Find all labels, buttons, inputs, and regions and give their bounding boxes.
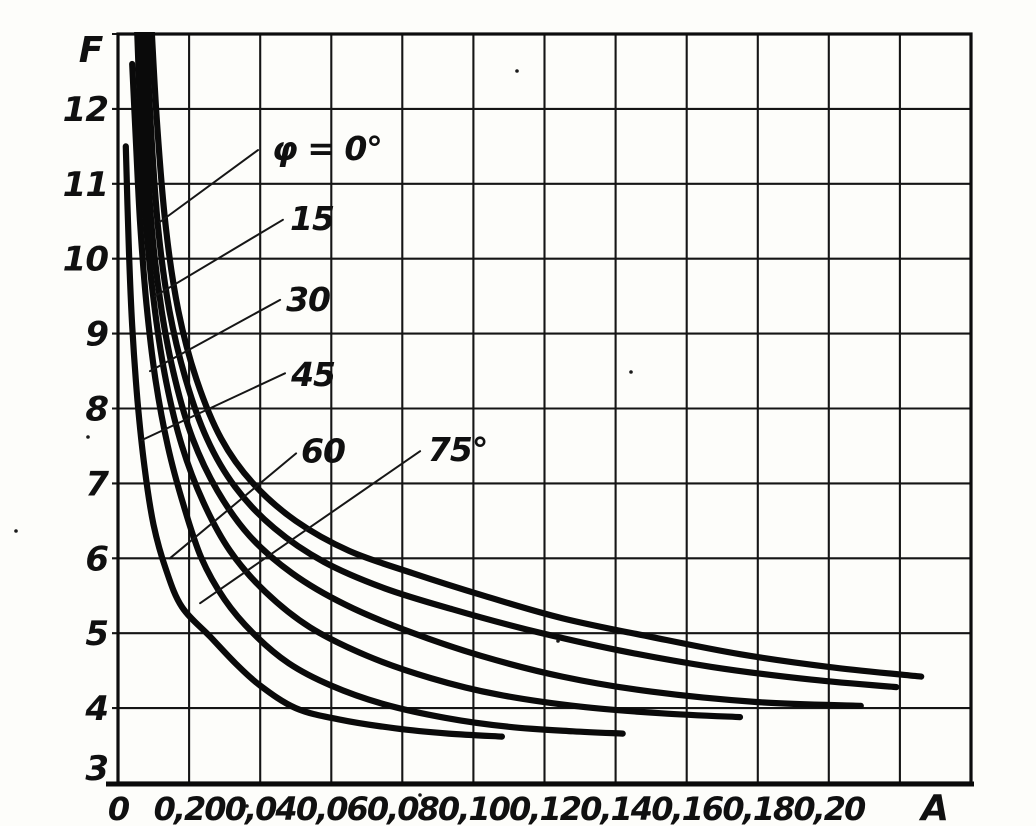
- curve-phi-15: [143, 32, 900, 691]
- leader-line-phi-30: [149, 298, 282, 373]
- scan-speck: [418, 793, 422, 797]
- curve-label-phi-60: 60: [301, 431, 345, 470]
- y-axis-title: F: [79, 30, 104, 71]
- curve-phi-75: [122, 143, 505, 740]
- curve-phi-45: [134, 32, 744, 721]
- x-tick-label: 0,20: [154, 790, 227, 826]
- x-tick-label: 0,18: [722, 790, 795, 826]
- y-tick-label: 12: [63, 90, 108, 130]
- leader-line-phi-15: [154, 218, 284, 298]
- y-tick-label: 7: [85, 464, 109, 504]
- x-axis-title: A: [918, 788, 949, 826]
- y-tick-label: 4: [84, 689, 108, 729]
- curve-label-phi-30: 30: [286, 280, 330, 319]
- scan-speck: [556, 639, 560, 643]
- x-tick-label: 0,16: [651, 790, 724, 826]
- scan-speck: [86, 435, 90, 439]
- y-tick-label: 8: [85, 390, 108, 430]
- curve-annotations: φ = 0° 15 30 45 60 75°: [141, 129, 488, 605]
- tick-labels: 0 0,20 0,04 0,06 0,08 0,10 0,12 0,14 0,16 0,18 0,2…: [63, 90, 868, 826]
- y-tick-label: 10: [63, 240, 109, 280]
- leader-line-phi-45: [141, 372, 286, 441]
- curve-label-phi-45: 45: [290, 355, 335, 394]
- scan-specks: [14, 69, 633, 808]
- y-tick-label: 5: [85, 614, 108, 654]
- scan-speck: [629, 370, 633, 374]
- x-tick-label: 0,20: [793, 790, 866, 826]
- y-tick-label: 3: [85, 749, 108, 789]
- scan-speck: [245, 804, 249, 808]
- scan-speck: [14, 529, 18, 533]
- leader-line-phi-60: [168, 452, 298, 560]
- curve-phi-0: [148, 32, 925, 680]
- curves: [122, 32, 925, 740]
- x-tick-label: 0,06: [296, 790, 369, 826]
- x-tick-label: 0,10: [438, 790, 511, 826]
- scan-speck: [515, 69, 519, 73]
- x-tick-label: 0,08: [367, 790, 440, 826]
- curve-phi-30: [138, 32, 864, 709]
- curve-label-phi-0: φ = 0°: [272, 129, 382, 168]
- leader-line-phi-75: [199, 450, 422, 605]
- x-tick-label: 0,12: [509, 790, 581, 826]
- y-tick-label: 11: [63, 165, 108, 205]
- leader-line-phi-0: [158, 149, 259, 223]
- x-tick-label: 0,04: [225, 790, 297, 826]
- x-tick-label: 0,14: [580, 790, 652, 826]
- plot-frame-group: [106, 32, 974, 787]
- y-tick-label: 9: [85, 315, 108, 355]
- curve-label-phi-15: 15: [290, 199, 334, 238]
- curve-label-phi-75: 75°: [428, 430, 487, 469]
- y-tick-label: 6: [85, 539, 108, 579]
- x-tick-label: 0: [108, 790, 130, 826]
- curve-phi-60: [129, 60, 626, 737]
